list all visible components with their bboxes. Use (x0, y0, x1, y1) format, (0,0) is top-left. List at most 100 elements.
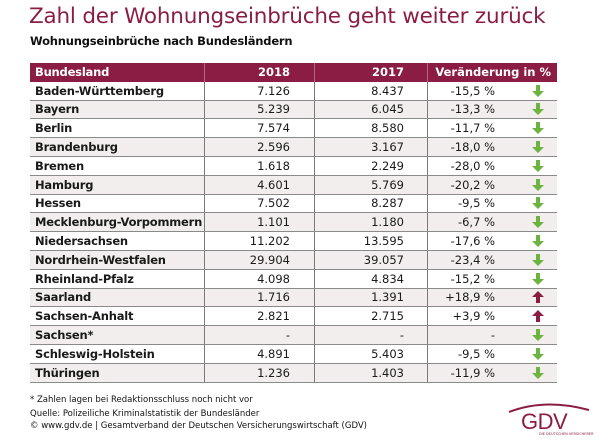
arrow-down-icon (532, 366, 544, 379)
cell-bundesland: Niedersachsen (30, 232, 205, 250)
table-row: Brandenburg 2.596 3.167 -18,0 % (30, 138, 557, 157)
cell-bundesland: Rheinland-Pfalz (30, 269, 205, 288)
cell-2018: 4.098 (205, 269, 315, 288)
cell-change: -23,4 % (428, 251, 557, 269)
cell-2017: 5.403 (315, 344, 428, 363)
arrow-up-icon (532, 291, 544, 304)
cell-bundesland: Hessen (30, 194, 205, 213)
cell-change: +3,9 % (428, 307, 557, 325)
cell-2018: 11.202 (205, 232, 315, 250)
arrow-down-icon (532, 178, 544, 191)
cell-change: -17,6 % (428, 232, 557, 250)
cell-2018: 1.236 (205, 363, 315, 382)
arrow-down-icon (532, 197, 544, 210)
cell-change: -20,2 % (428, 176, 557, 194)
cell-bundesland: Mecklenburg-Vorpommern (30, 213, 205, 232)
logo-arc-icon (508, 403, 590, 413)
table-row: Nordrhein-Westfalen 29.904 39.057 -23,4 % (30, 250, 557, 270)
gdv-logo: GDV DIE DEUTSCHEN VERSICHERER (505, 400, 595, 440)
cell-2018: 2.821 (205, 307, 315, 326)
table-row: Bayern 5.239 6.045 -13,3 % (30, 100, 557, 120)
arrow-down-icon (532, 272, 544, 285)
cell-2017: 6.045 (315, 100, 428, 119)
source-line: Quelle: Polizeiliche Kriminalstatistik d… (30, 409, 260, 419)
change-value: -18,0 % (450, 140, 495, 155)
cell-2018: 29.904 (205, 250, 315, 269)
cell-change: -9,5 % (428, 195, 557, 213)
cell-2017: 2.249 (315, 156, 428, 175)
logo-text: GDV (521, 409, 568, 434)
cell-2017: 13.595 (315, 232, 428, 250)
arrow-down-icon (532, 103, 544, 116)
cell-2017: 1.391 (315, 288, 428, 307)
cell-bundesland: Hamburg (30, 175, 205, 194)
header-2018: 2018 (205, 63, 315, 82)
table-body: Baden-Württemberg 7.126 8.437 -15,5 % Bayern… (30, 81, 557, 383)
cell-2018: 7.502 (205, 194, 315, 213)
source-note: Quelle: Polizeiliche Kriminalstatistik d… (30, 408, 367, 432)
change-value: -17,6 % (450, 234, 495, 249)
cell-bundesland: Bayern (30, 100, 205, 119)
arrow-down-icon (532, 141, 544, 154)
cell-2017: 3.167 (315, 138, 428, 156)
table-row: Saarland 1.716 1.391 +18,9 % (30, 288, 557, 308)
cell-change: -11,9 % (428, 364, 557, 382)
cell-2017: 1.403 (315, 363, 428, 382)
change-value: -20,2 % (450, 177, 495, 192)
cell-2018: - (205, 326, 315, 344)
table-row: Sachsen-Anhalt 2.821 2.715 +3,9 % (30, 307, 557, 327)
cell-change: +18,9 % (428, 289, 557, 307)
copyright-line: © www.gdv.de | Gesamtverband der Deutsch… (30, 421, 367, 431)
cell-bundesland: Schleswig-Holstein (30, 344, 205, 363)
cell-2018: 7.126 (205, 81, 315, 100)
arrow-up-icon (532, 310, 544, 323)
cell-change: -11,7 % (428, 119, 557, 137)
arrow-down-icon (532, 235, 544, 248)
arrow-down-icon (532, 216, 544, 229)
cell-2017: 39.057 (315, 250, 428, 269)
cell-change: -28,0 % (428, 157, 557, 175)
table-header-row: Bundesland 2018 2017 Veränderung in % (30, 63, 557, 82)
cell-change: -9,5 % (428, 345, 557, 363)
change-value: -6,7 % (457, 215, 495, 230)
cell-2018: 1.618 (205, 156, 315, 175)
table-row: Hessen 7.502 8.287 -9,5 % (30, 194, 557, 214)
cell-2017: 1.180 (315, 213, 428, 232)
change-value: -13,3 % (450, 102, 495, 117)
cell-change: -6,7 % (428, 213, 557, 231)
table-row: Schleswig-Holstein 4.891 5.403 -9,5 % (30, 344, 557, 364)
table-row: Mecklenburg-Vorpommern 1.101 1.180 -6,7 % (30, 213, 557, 233)
cell-2017: 5.769 (315, 175, 428, 194)
cell-bundesland: Berlin (30, 119, 205, 138)
change-value: -28,0 % (450, 158, 495, 173)
table-row: Baden-Württemberg 7.126 8.437 -15,5 % (30, 81, 557, 101)
cell-change: -15,2 % (428, 270, 557, 288)
table-row: Niedersachsen 11.202 13.595 -17,6 % (30, 232, 557, 251)
arrow-down-icon (532, 122, 544, 135)
footnote: * Zahlen lagen bei Redaktionsschluss noc… (30, 395, 253, 405)
arrow-down-icon (532, 253, 544, 266)
cell-bundesland: Sachsen* (30, 326, 205, 344)
table-row: Hamburg 4.601 5.769 -20,2 % (30, 175, 557, 195)
cell-bundesland: Nordrhein-Westfalen (30, 250, 205, 269)
table-subtitle: Wohnungseinbrüche nach Bundesländern (30, 34, 293, 48)
table-row: Thüringen 1.236 1.403 -11,9 % (30, 363, 557, 383)
cell-change: -13,3 % (428, 101, 557, 119)
logo-tagline: DIE DEUTSCHEN VERSICHERER (539, 432, 594, 436)
table-row: Berlin 7.574 8.580 -11,7 % (30, 119, 557, 139)
cell-2017: 8.580 (315, 119, 428, 138)
change-value: -15,5 % (450, 83, 495, 98)
cell-bundesland: Sachsen-Anhalt (30, 307, 205, 326)
header-bundesland: Bundesland (30, 63, 205, 82)
change-value: -23,4 % (450, 252, 495, 267)
change-value: -11,7 % (450, 121, 495, 136)
change-value: -9,5 % (457, 346, 495, 361)
change-value: -15,2 % (450, 271, 495, 286)
change-value: +3,9 % (452, 309, 495, 324)
cell-2018: 5.239 (205, 100, 315, 119)
cell-2018: 2.596 (205, 138, 315, 156)
cell-2017: 8.437 (315, 81, 428, 100)
cell-2018: 1.716 (205, 288, 315, 307)
change-value: +18,9 % (445, 290, 495, 305)
header-change: Veränderung in % (435, 65, 551, 80)
